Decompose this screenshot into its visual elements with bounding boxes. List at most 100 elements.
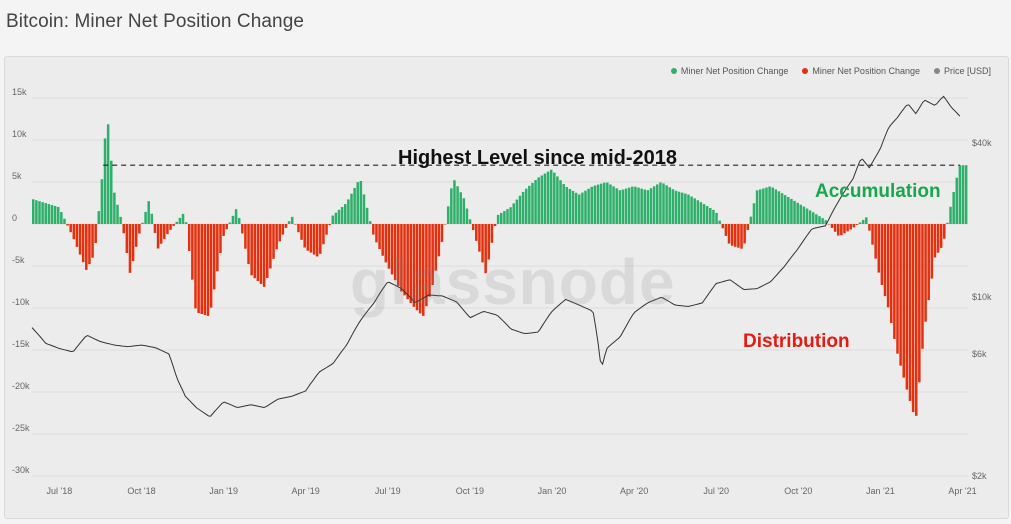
bar	[418, 224, 422, 314]
bar	[443, 224, 447, 225]
bar	[783, 195, 787, 224]
bar	[163, 224, 166, 239]
bar	[952, 192, 955, 224]
bar	[643, 189, 647, 224]
x-tick-label: Oct '18	[127, 486, 155, 496]
bar-series	[32, 124, 968, 416]
bar	[793, 200, 796, 224]
bar	[705, 206, 709, 224]
bar	[487, 224, 491, 260]
bar	[94, 224, 97, 244]
bar	[159, 224, 163, 244]
bar	[637, 187, 640, 224]
bar	[802, 206, 806, 224]
bar	[206, 224, 210, 316]
bar	[468, 219, 472, 224]
bar	[294, 224, 297, 225]
bar	[181, 213, 185, 224]
bar	[587, 188, 590, 224]
bar	[219, 224, 222, 254]
bar	[606, 182, 609, 224]
bar	[777, 191, 781, 224]
bar	[393, 224, 397, 281]
bar	[496, 214, 500, 224]
legend-item-negative[interactable]: Miner Net Position Change	[802, 66, 920, 76]
bar	[674, 190, 678, 224]
bar	[727, 224, 731, 244]
bar	[827, 224, 831, 225]
bar	[372, 224, 375, 235]
bar	[459, 192, 462, 224]
bar	[890, 224, 893, 323]
bar	[319, 224, 322, 254]
bar	[250, 224, 253, 276]
x-tick-label: Jan '19	[209, 486, 238, 496]
bar	[259, 224, 263, 284]
y-right-tick-label: $10k	[972, 292, 992, 302]
bar	[871, 224, 874, 245]
legend-item-positive[interactable]: Miner Net Position Change	[670, 66, 788, 76]
bar	[812, 212, 815, 224]
legend-item-price[interactable]: Price [USD]	[933, 66, 991, 76]
bar	[200, 224, 203, 314]
bar	[927, 224, 930, 301]
bar	[662, 183, 665, 224]
bar	[434, 224, 437, 271]
bar	[752, 203, 756, 224]
bar	[593, 185, 597, 224]
bar	[799, 204, 803, 224]
bar	[475, 224, 478, 241]
bar	[509, 207, 512, 224]
bar	[734, 224, 737, 247]
y-left-tick-label: -10k	[12, 297, 30, 307]
bar	[175, 221, 179, 224]
bar	[668, 187, 671, 224]
bar	[958, 165, 962, 224]
bar	[780, 193, 784, 224]
bar	[852, 224, 856, 228]
bar	[774, 189, 778, 224]
bar	[858, 222, 862, 224]
bar	[724, 224, 728, 236]
bar	[103, 138, 107, 224]
bar	[328, 224, 331, 226]
bar	[849, 224, 852, 230]
y-left-tick-label: 0	[12, 213, 17, 223]
bar	[375, 224, 378, 243]
x-tick-label: Oct '19	[456, 486, 484, 496]
bar	[194, 224, 197, 309]
bar	[244, 224, 247, 249]
bar	[612, 186, 615, 224]
bar	[615, 188, 618, 224]
bar	[634, 186, 637, 224]
bar	[400, 224, 403, 292]
bar	[35, 200, 38, 224]
bar	[384, 224, 388, 263]
bar	[902, 224, 905, 378]
legend[interactable]: Miner Net Position Change Miner Net Posi…	[670, 66, 991, 76]
bar	[677, 191, 681, 224]
bar	[768, 186, 771, 224]
bar	[325, 224, 328, 235]
y-left-tick-label: 10k	[12, 129, 27, 139]
bar	[344, 204, 347, 224]
bar	[721, 224, 725, 229]
bar	[762, 188, 765, 224]
bar	[415, 224, 419, 311]
bar	[471, 224, 475, 231]
y-right-tick-label: $40k	[972, 138, 992, 148]
bar	[930, 224, 934, 279]
bar	[72, 224, 76, 240]
bar	[38, 201, 41, 224]
y-right-tick-label: $2k	[972, 471, 987, 481]
bar	[718, 220, 721, 224]
bar	[247, 224, 250, 265]
bar	[381, 224, 384, 256]
y-left-tick-label: -5k	[12, 255, 25, 265]
bar	[821, 218, 824, 224]
bar	[362, 194, 366, 224]
bar	[905, 224, 909, 390]
bar	[222, 224, 225, 236]
bar	[365, 207, 369, 224]
